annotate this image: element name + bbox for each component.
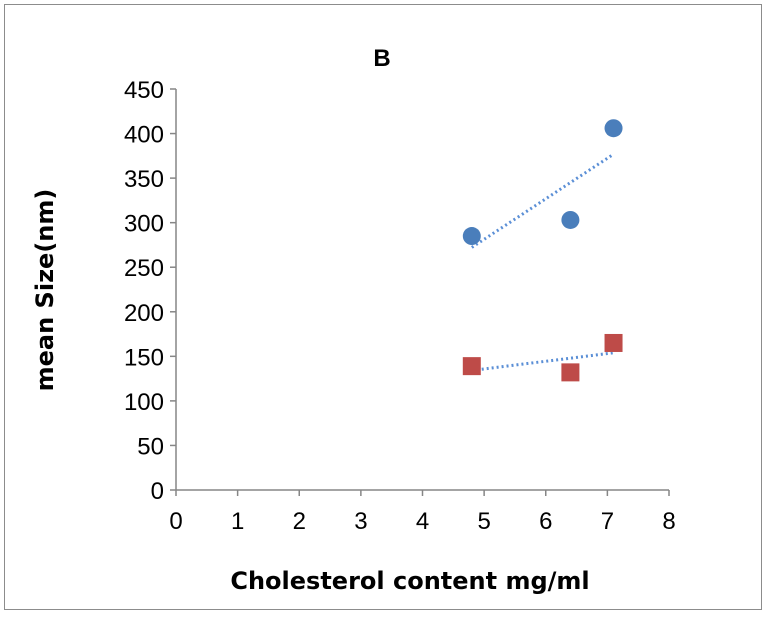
x-tick-label: 6 bbox=[539, 508, 552, 535]
y-tick-label: 200 bbox=[124, 300, 164, 327]
x-tick-label: 4 bbox=[416, 508, 429, 535]
y-tick-label: 450 bbox=[124, 77, 164, 104]
chart-frame bbox=[4, 4, 762, 610]
x-tick-label: 3 bbox=[354, 508, 367, 535]
y-axis-ticks: 0 50 100 150 200 250 300 350 400 450 bbox=[124, 77, 176, 505]
data-point-circle bbox=[462, 227, 481, 246]
y-tick-label: 350 bbox=[124, 166, 164, 193]
y-tick-label: 150 bbox=[124, 344, 164, 371]
x-axis-label: Cholesterol content mg/ml bbox=[230, 567, 589, 595]
y-axis-label: mean Size(nm) bbox=[31, 189, 59, 392]
x-tick-label: 0 bbox=[169, 508, 182, 535]
data-point-square bbox=[604, 333, 623, 352]
data-point-circle bbox=[604, 119, 623, 138]
y-tick-label: 100 bbox=[124, 389, 164, 416]
data-point-circle bbox=[561, 210, 580, 229]
x-tick-label: 2 bbox=[293, 508, 306, 535]
data-point-square bbox=[462, 357, 481, 376]
trendline-series-1 bbox=[470, 152, 615, 249]
x-axis-ticks: 0 1 2 3 4 5 6 7 8 bbox=[169, 490, 676, 535]
y-tick-label: 300 bbox=[124, 211, 164, 238]
trendline-series-2 bbox=[471, 351, 614, 372]
y-tick-label: 50 bbox=[137, 433, 164, 460]
trendlines bbox=[470, 152, 615, 372]
y-tick-label: 0 bbox=[151, 478, 164, 505]
y-tick-label: 250 bbox=[124, 255, 164, 282]
data-points bbox=[462, 119, 623, 382]
y-tick-label: 400 bbox=[124, 122, 164, 149]
data-point-square bbox=[561, 363, 580, 382]
chart-title: B bbox=[373, 45, 390, 72]
x-tick-label: 1 bbox=[231, 508, 244, 535]
x-tick-label: 8 bbox=[662, 508, 675, 535]
x-tick-label: 7 bbox=[601, 508, 614, 535]
x-tick-label: 5 bbox=[477, 508, 490, 535]
